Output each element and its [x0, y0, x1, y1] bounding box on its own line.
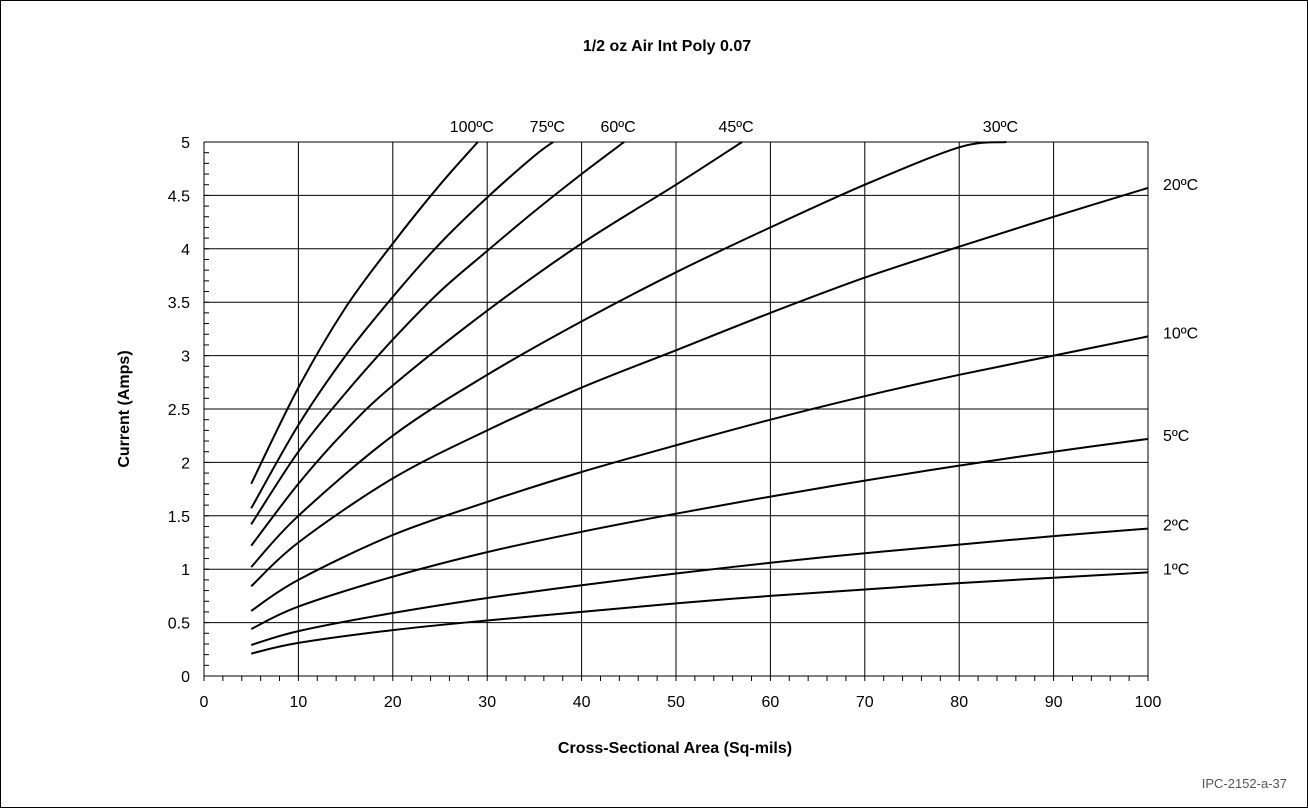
x-tick-label: 70	[856, 694, 874, 711]
y-tick-label: 5	[181, 135, 190, 152]
curve-label-3: 45ºC	[718, 119, 753, 136]
y-tick-label: 0.5	[168, 616, 190, 633]
x-tick-label: 90	[1045, 694, 1063, 711]
series-line-4	[250, 141, 1007, 568]
x-tick-label: 30	[478, 694, 496, 711]
y-tick-label: 1.5	[168, 509, 190, 526]
series-line-8	[250, 527, 1149, 646]
y-tick-label: 3.5	[168, 295, 190, 312]
series-line-7	[250, 437, 1149, 630]
x-tick-label: 10	[290, 694, 308, 711]
series-line-1	[250, 141, 554, 509]
figure-code: IPC-2152-a-37	[1202, 776, 1287, 791]
series-line-0	[250, 141, 479, 485]
curve-label-0: 100ºC	[450, 119, 494, 136]
curve-label-5: 20ºC	[1163, 177, 1198, 194]
curve-label-9: 1ºC	[1163, 561, 1189, 578]
x-tick-label: 80	[950, 694, 968, 711]
x-tick-label: 20	[384, 694, 402, 711]
series-line-9	[250, 571, 1149, 655]
curve-label-6: 10ºC	[1163, 325, 1198, 342]
x-tick-label: 0	[200, 694, 209, 711]
y-tick-labels: 0 0.5 1 1.5 2 2.5 3 3.5 4 4.5 5	[168, 135, 190, 686]
chart-title: 1/2 oz Air Int Poly 0.07	[583, 38, 751, 55]
y-tick-label: 2	[181, 455, 190, 472]
y-axis-title: Current (Amps)	[116, 350, 133, 467]
y-tick-label: 2.5	[168, 402, 190, 419]
y-tick-label: 0	[181, 669, 190, 686]
x-tick-label: 100	[1135, 694, 1162, 711]
x-tick-label: 60	[762, 694, 780, 711]
x-tick-label: 40	[573, 694, 591, 711]
minor-tick-layer	[203, 141, 1149, 681]
y-tick-label: 3	[181, 349, 190, 366]
curve-label-7: 5ºC	[1163, 428, 1189, 445]
curve-labels: 100ºC 75ºC 60ºC 45ºC 30ºC 20ºC 10ºC 5ºC 2ºC 1ºC	[450, 119, 1198, 578]
curve-label-2: 60ºC	[600, 119, 635, 136]
y-tick-label: 1	[181, 562, 190, 579]
y-tick-label: 4	[181, 242, 190, 259]
series-line-2	[250, 141, 625, 525]
x-tick-labels: 0 10 20 30 40 50 60 70 80 90 100	[200, 694, 1162, 711]
series-line-5	[250, 186, 1149, 588]
y-tick-label: 4.5	[168, 188, 190, 205]
series-line-6	[250, 335, 1149, 612]
curve-label-8: 2ºC	[1163, 518, 1189, 535]
series-layer	[250, 141, 1149, 655]
x-axis-title: Cross-Sectional Area (Sq-mils)	[558, 740, 792, 757]
series-line-3	[250, 141, 743, 547]
x-tick-label: 50	[667, 694, 685, 711]
grid-layer	[203, 141, 1149, 677]
curve-label-4: 30ºC	[983, 119, 1018, 136]
curve-label-1: 75ºC	[530, 119, 565, 136]
